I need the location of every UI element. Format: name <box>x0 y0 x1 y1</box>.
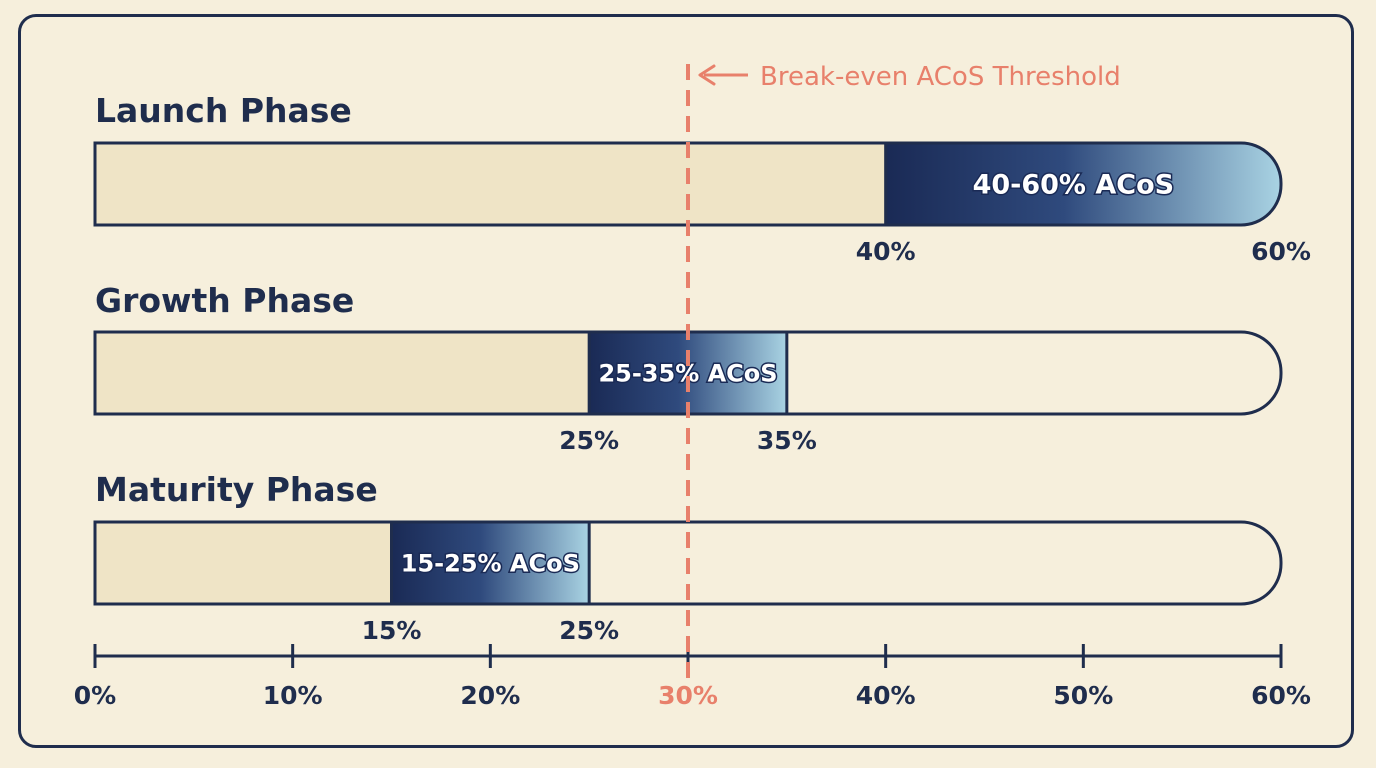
axis-tick-label: 10% <box>263 681 323 710</box>
bar-outline <box>93 520 1283 606</box>
range-segment <box>391 522 590 604</box>
range-min-label: 40% <box>856 237 916 266</box>
bar-outline <box>93 141 1283 227</box>
filled-segment <box>95 143 886 225</box>
axis-tick-label: 50% <box>1053 681 1113 710</box>
filled-segment <box>95 332 590 414</box>
phase-3: Maturity Phase 15-25% ACoS 15% 25% <box>93 470 1283 645</box>
range-segment <box>885 143 1281 225</box>
range-min-label: 15% <box>362 616 422 645</box>
filled-segment <box>95 522 392 604</box>
phase-title: Maturity Phase <box>95 470 378 509</box>
threshold-marker: Break-even ACoS Threshold <box>686 62 1121 678</box>
range-label: 15-25% ACoS <box>401 550 580 578</box>
chart-frame <box>18 14 1354 748</box>
axis-tick-label: 40% <box>856 681 916 710</box>
range-max-label: 60% <box>1251 237 1311 266</box>
bar-outline <box>93 330 1283 416</box>
axis-tick-label: 0% <box>74 681 116 710</box>
phase-1: Launch Phase 40-60% ACoS 40% 60% <box>93 91 1311 266</box>
threshold-arrow-head-icon <box>698 64 716 86</box>
range-segment <box>589 332 787 414</box>
x-axis: 0% 10% 20% 30% 40% 50% 60% <box>74 644 1311 710</box>
range-max-label: 25% <box>559 616 619 645</box>
phase-title: Launch Phase <box>95 91 352 130</box>
range-max-label: 35% <box>757 426 817 455</box>
phase-title: Growth Phase <box>95 281 354 320</box>
range-min-label: 25% <box>559 426 619 455</box>
phases-layer: Launch Phase 40-60% ACoS 40% 60% Growth Phas… <box>93 91 1311 645</box>
range-label: 40-60% ACoS <box>973 170 1175 201</box>
axis-tick-label: 30% <box>658 681 718 710</box>
axis-tick-label: 60% <box>1251 681 1311 710</box>
axis-tick-label: 20% <box>460 681 520 710</box>
threshold-label: Break-even ACoS Threshold <box>760 62 1121 92</box>
